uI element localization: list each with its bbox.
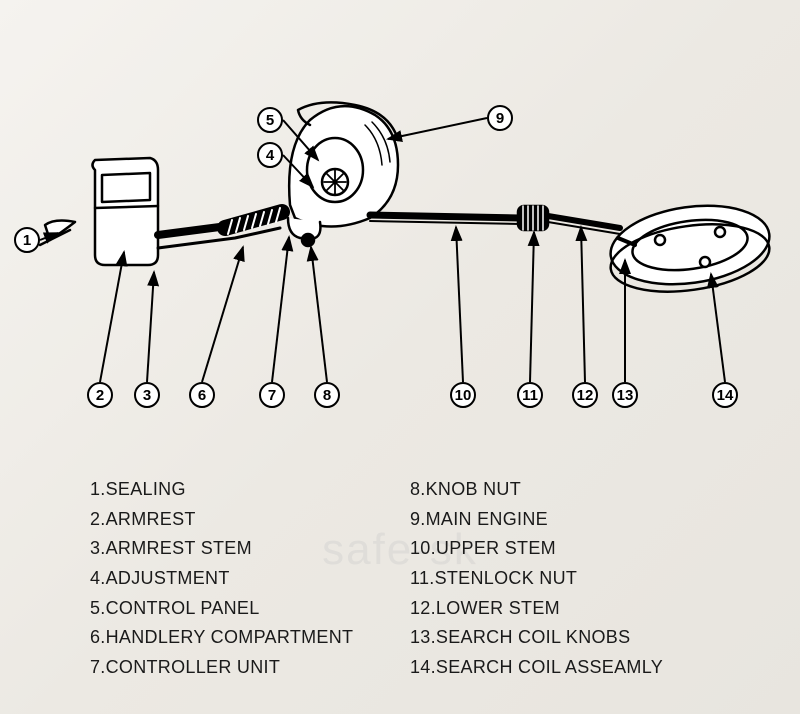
callout-8: 8: [314, 382, 340, 408]
callout-9: 9: [487, 105, 513, 131]
callout-13: 13: [612, 382, 638, 408]
callout-2: 2: [87, 382, 113, 408]
legend-item: 5.CONTROL PANEL: [90, 594, 410, 624]
lower-stem-part: [548, 216, 620, 228]
callout-7: 7: [259, 382, 285, 408]
legend-item: 4.ADJUSTMENT: [90, 564, 410, 594]
legend-col-left: 1.SEALING 2.ARMREST 3.ARMREST STEM 4.ADJ…: [90, 475, 410, 683]
upper-stem-part: [370, 215, 520, 218]
callout-3: 3: [134, 382, 160, 408]
legend-item: 13.SEARCH COIL KNOBS: [410, 623, 730, 653]
stem-lock-part: [518, 206, 548, 230]
legend-col-right: 8.KNOB NUT 9.MAIN ENGINE 10.UPPER STEM 1…: [410, 475, 730, 683]
detector-svg: [0, 0, 800, 460]
legend-item: 11.STENLOCK NUT: [410, 564, 730, 594]
callout-4: 4: [257, 142, 283, 168]
legend-item: 3.ARMREST STEM: [90, 534, 410, 564]
legend-item: 14.SEARCH COIL ASSEAMLY: [410, 653, 730, 683]
search-coil-part: [605, 196, 774, 301]
legend-item: 6.HANDLERY COMPARTMENT: [90, 623, 410, 653]
callout-14: 14: [712, 382, 738, 408]
callout-1: 1: [14, 227, 40, 253]
legend-item: 7.CONTROLLER UNIT: [90, 653, 410, 683]
legend-item: 2.ARMREST: [90, 505, 410, 535]
legend-item: 8.KNOB NUT: [410, 475, 730, 505]
legend-item: 1.SEALING: [90, 475, 410, 505]
legend-item: 9.MAIN ENGINE: [410, 505, 730, 535]
callout-5: 5: [257, 107, 283, 133]
legend: 1.SEALING 2.ARMREST 3.ARMREST STEM 4.ADJ…: [90, 475, 730, 683]
legend-item: 12.LOWER STEM: [410, 594, 730, 624]
callout-12: 12: [572, 382, 598, 408]
knob-nut-part: [302, 234, 314, 246]
legend-item: 10.UPPER STEM: [410, 534, 730, 564]
callout-10: 10: [450, 382, 476, 408]
diagram-area: 1 2 3 4 5 6 7 8 9 10 11 12 13 14: [0, 0, 800, 460]
callout-11: 11: [517, 382, 543, 408]
control-head-part: [289, 102, 398, 226]
callout-6: 6: [189, 382, 215, 408]
